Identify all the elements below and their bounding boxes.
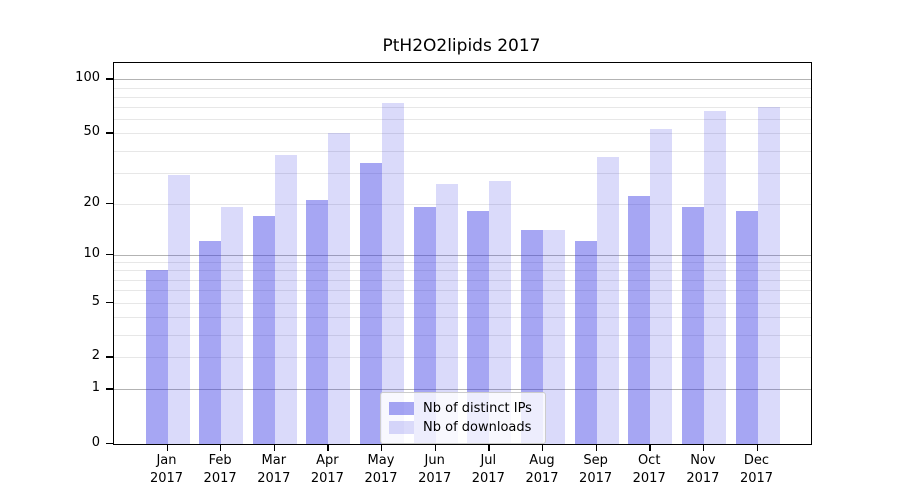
gridline-major: [114, 254, 811, 256]
bar-downloads-mar: [274, 154, 297, 444]
gridline-minor: [114, 302, 811, 304]
chart-title: PtH2O2lipids 2017: [382, 36, 541, 56]
bar-distinct-ips-nov: [681, 207, 704, 444]
gridline-minor: [114, 107, 811, 109]
y-tick-label: 10: [83, 245, 100, 261]
x-tick-label: May 2017: [364, 453, 398, 486]
gridline-minor: [114, 87, 811, 89]
x-tick-mark: [220, 444, 222, 451]
y-tick-mark: [106, 356, 113, 358]
y-tick-label: 1: [91, 380, 100, 396]
bar-distinct-ips-sep: [574, 241, 597, 444]
legend-swatch-distinct-ips-icon: [389, 402, 414, 415]
y-tick-mark: [106, 388, 113, 390]
y-tick-label: 20: [83, 194, 100, 210]
legend-label-downloads: Nb of downloads: [423, 420, 532, 435]
gridline-minor: [114, 357, 811, 359]
bar-downloads-apr: [328, 133, 351, 444]
bar-distinct-ips-oct: [628, 196, 651, 444]
x-tick-label: Jun 2017: [418, 453, 452, 486]
legend-label-distinct-ips: Nb of distinct IPs: [423, 401, 532, 416]
bar-downloads-nov: [703, 110, 726, 444]
y-tick-mark: [106, 78, 113, 80]
x-tick-mark: [273, 444, 276, 451]
y-tick-label: 0: [91, 435, 100, 450]
x-tick-label: Mar 2017: [257, 453, 291, 486]
bar-distinct-ips-aug: [521, 230, 543, 444]
bar-distinct-ips-jan: [145, 270, 168, 444]
x-tick-label: Nov 2017: [686, 453, 720, 486]
x-tick-label: Apr 2017: [310, 453, 344, 486]
x-tick-mark: [595, 444, 597, 451]
x-tick-mark: [488, 444, 490, 451]
gridline-minor: [114, 119, 811, 121]
bar-distinct-ips-may: [360, 163, 382, 444]
bar-distinct-ips-feb: [199, 241, 222, 444]
y-tick-label: 100: [75, 70, 100, 86]
y-tick-mark: [106, 443, 113, 445]
x-tick-mark: [702, 444, 705, 451]
x-tick-label: Oct 2017: [632, 453, 666, 486]
bar-distinct-ips-apr: [306, 199, 329, 444]
y-tick-label: 5: [91, 293, 100, 309]
x-tick-label: Aug 2017: [525, 453, 559, 486]
legend-entry-downloads: Nb of downloads: [389, 419, 537, 436]
y-tick-mark: [106, 301, 113, 303]
gridline-major: [114, 389, 811, 391]
x-tick-label: Jul 2017: [471, 453, 505, 486]
bar-downloads-jan: [167, 175, 190, 444]
gridline-major: [114, 79, 811, 81]
gridline-minor: [114, 172, 811, 174]
x-tick-label: Dec 2017: [739, 453, 774, 486]
bar-downloads-dec: [757, 107, 780, 444]
y-tick-mark: [106, 253, 113, 255]
legend-entry-distinct-ips: Nb of distinct IPs: [389, 400, 537, 417]
y-tick-label: 50: [83, 124, 100, 140]
legend-swatch-downloads-icon: [389, 421, 414, 434]
x-tick-mark: [381, 444, 383, 451]
gridline-minor: [114, 150, 811, 152]
legend: Nb of distinct IPs Nb of downloads: [380, 392, 546, 444]
x-tick-mark: [756, 444, 758, 451]
x-tick-mark: [649, 444, 651, 451]
bar-downloads-may: [382, 102, 404, 444]
x-tick-mark: [434, 444, 437, 451]
gridline-minor: [114, 203, 811, 205]
bar-downloads-aug: [543, 230, 565, 444]
bar-downloads-jun: [435, 183, 458, 444]
bar-downloads-jul: [489, 180, 512, 444]
gridline-minor: [114, 262, 811, 264]
gridline-minor: [114, 270, 811, 272]
y-tick-mark: [106, 132, 113, 134]
bar-downloads-feb: [221, 207, 244, 444]
y-tick-mark: [106, 202, 113, 204]
x-tick-label: Jan 2017: [149, 453, 184, 486]
gridline-minor: [114, 96, 811, 98]
bar-distinct-ips-jul: [467, 211, 490, 444]
x-tick-mark: [542, 444, 544, 451]
bar-distinct-ips-dec: [735, 211, 758, 444]
bar-downloads-sep: [596, 156, 619, 444]
gridline-minor: [114, 133, 811, 135]
bar-distinct-ips-mar: [252, 215, 275, 444]
gridline-minor: [114, 279, 811, 281]
x-tick-label: Sep 2017: [579, 453, 613, 486]
gridline-minor: [114, 290, 811, 292]
plot-area: [113, 62, 812, 445]
x-tick-label: Feb 2017: [203, 453, 237, 486]
bar-downloads-oct: [650, 128, 673, 444]
bar-distinct-ips-jun: [413, 207, 436, 444]
x-tick-mark: [327, 444, 329, 451]
gridline-minor: [114, 334, 811, 336]
x-tick-mark: [166, 444, 168, 451]
y-tick-label: 2: [91, 348, 100, 364]
gridline-minor: [114, 316, 811, 318]
